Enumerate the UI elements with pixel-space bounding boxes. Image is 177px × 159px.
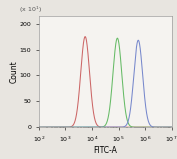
- X-axis label: FITC-A: FITC-A: [93, 145, 117, 155]
- Y-axis label: Count: Count: [9, 60, 18, 83]
- Text: (x 10$^1$): (x 10$^1$): [19, 4, 42, 15]
